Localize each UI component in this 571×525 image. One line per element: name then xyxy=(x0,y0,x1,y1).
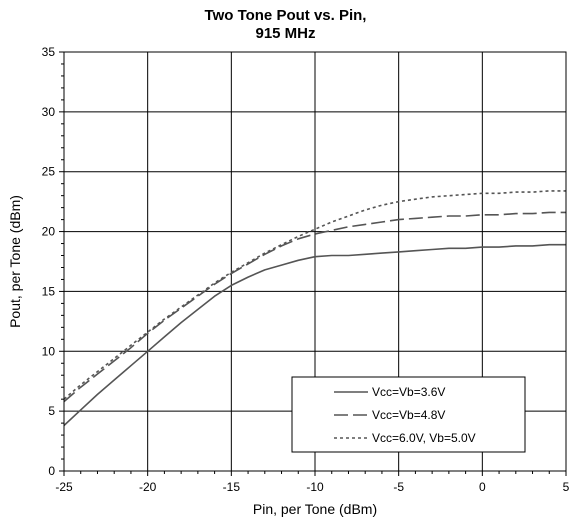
legend-label-1: Vcc=Vb=3.6V xyxy=(372,385,445,399)
y-tick-label: 35 xyxy=(42,45,56,59)
chart-title-line-1: Two Tone Pout vs. Pin, xyxy=(204,7,367,24)
series-line-1 xyxy=(63,243,566,427)
y-tick-label: 0 xyxy=(48,464,55,478)
x-tick-label: -5 xyxy=(393,480,404,494)
x-axis-label: Pin, per Tone (dBm) xyxy=(253,501,377,517)
chart-title-line-2: 915 MHz xyxy=(255,25,316,42)
y-tick-label: 25 xyxy=(42,165,56,179)
series-line-3 xyxy=(63,190,566,400)
x-tick-label: 0 xyxy=(479,480,486,494)
x-tick-label: -10 xyxy=(306,480,324,494)
legend-label-2: Vcc=Vb=4.8V xyxy=(372,408,445,422)
tick-marks xyxy=(59,51,567,476)
y-tick-label: 5 xyxy=(48,404,55,418)
legend-label-3: Vcc=6.0V, Vb=5.0V xyxy=(372,431,476,445)
series-line-2 xyxy=(63,211,566,403)
y-tick-label: 15 xyxy=(42,284,56,298)
x-tick-label: -20 xyxy=(139,480,157,494)
y-tick-label: 20 xyxy=(42,225,56,239)
grid-lines xyxy=(64,52,566,471)
chart-title: Two Tone Pout vs. Pin, 915 MHz xyxy=(0,7,571,43)
y-tick-label: 30 xyxy=(42,105,56,119)
y-tick-label: 10 xyxy=(42,344,56,358)
y-axis-label: Pout, per Tone (dBm) xyxy=(7,195,23,328)
x-tick-label: 5 xyxy=(563,480,570,494)
tick-labels: -25 -20 -15 -10 -5 0 5 0 5 10 15 20 25 30 35 xyxy=(42,45,570,494)
series-lines xyxy=(63,190,566,427)
x-tick-label: -25 xyxy=(55,480,73,494)
legend: Vcc=Vb=3.6V Vcc=Vb=4.8V Vcc=6.0V, Vb=5.0V xyxy=(291,376,526,453)
legend-box xyxy=(291,376,526,453)
x-tick-label: -15 xyxy=(223,480,241,494)
